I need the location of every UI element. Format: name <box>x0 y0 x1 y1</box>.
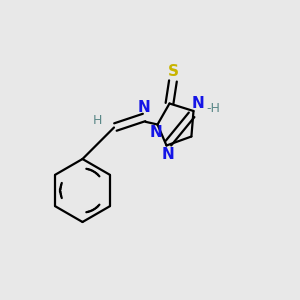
Text: S: S <box>168 64 179 79</box>
Text: N: N <box>192 96 204 111</box>
Text: -H: -H <box>206 102 220 115</box>
Text: N: N <box>138 100 150 115</box>
Text: N: N <box>150 124 163 140</box>
Text: H: H <box>93 113 102 127</box>
Text: N: N <box>162 147 174 162</box>
